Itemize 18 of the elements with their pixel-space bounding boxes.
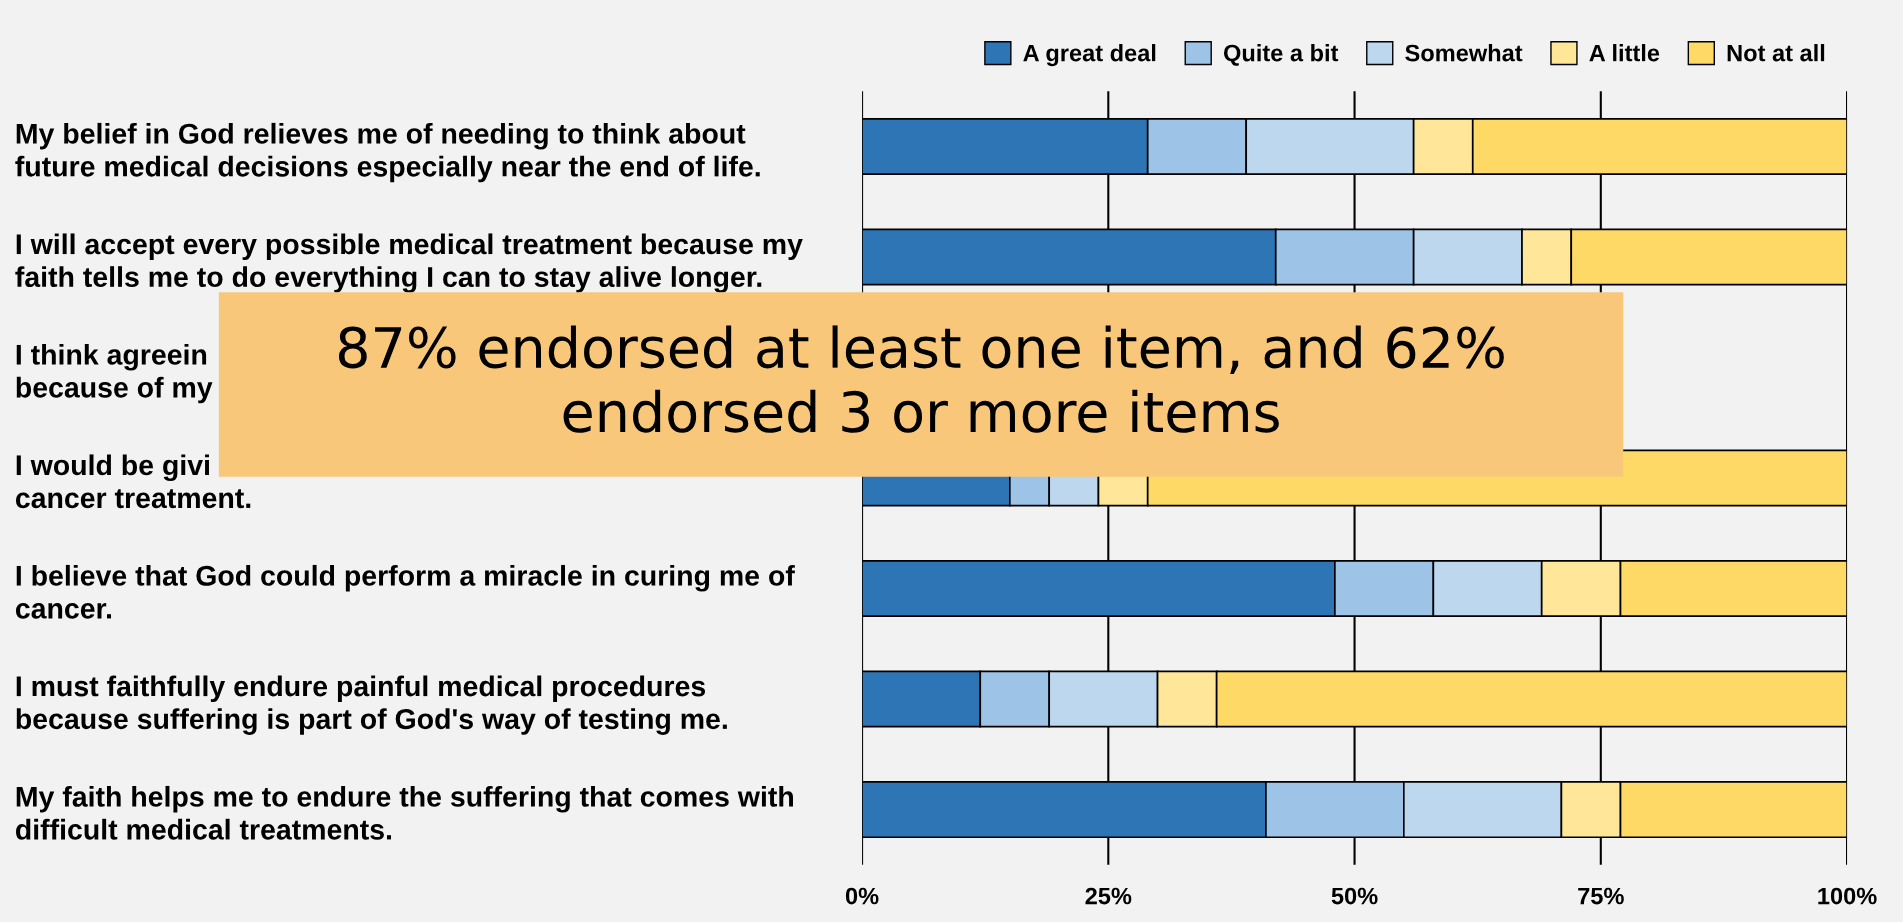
x-tick-label: 100%: [1818, 887, 1877, 905]
legend-label: A little: [1589, 44, 1660, 62]
legend-label: Not at all: [1727, 44, 1825, 62]
y-tick-label: I must faithfully endure painful medical procedures because suffering is part of God's way of testing me.: [16, 675, 727, 735]
x-tick-label: 75%: [1578, 887, 1624, 905]
y-tick-label: I think agreein because of my: [16, 343, 213, 404]
annotation: 87% endorsed at least one item, and 62% endorsed 3 or more items: [338, 325, 1504, 433]
y-tick-label: I believe that God could perform a miracle in curing me of cancer.: [15, 564, 795, 619]
x-tick-label: 0%: [845, 887, 879, 905]
x-tick-label: 25%: [1085, 887, 1132, 905]
y-tick-label: My belief in God relieves me of needing to think about future medical decisions especially near the end of life.: [15, 122, 760, 183]
legend-label: Somewhat: [1405, 44, 1523, 62]
x-tick-label: 50%: [1331, 887, 1378, 905]
y-tick-label: My faith helps me to endure the suffering that comes with difficult medical treatments.: [16, 785, 793, 840]
y-tick-label: I would be givi cancer treatment.: [15, 454, 251, 509]
legend-label: Quite a bit: [1223, 44, 1339, 66]
legend-label: A great deal: [1023, 44, 1156, 67]
y-tick-label: I will accept every possible medical treatment because my faith tells me to do everything I can to stay alive longer.: [15, 233, 803, 293]
